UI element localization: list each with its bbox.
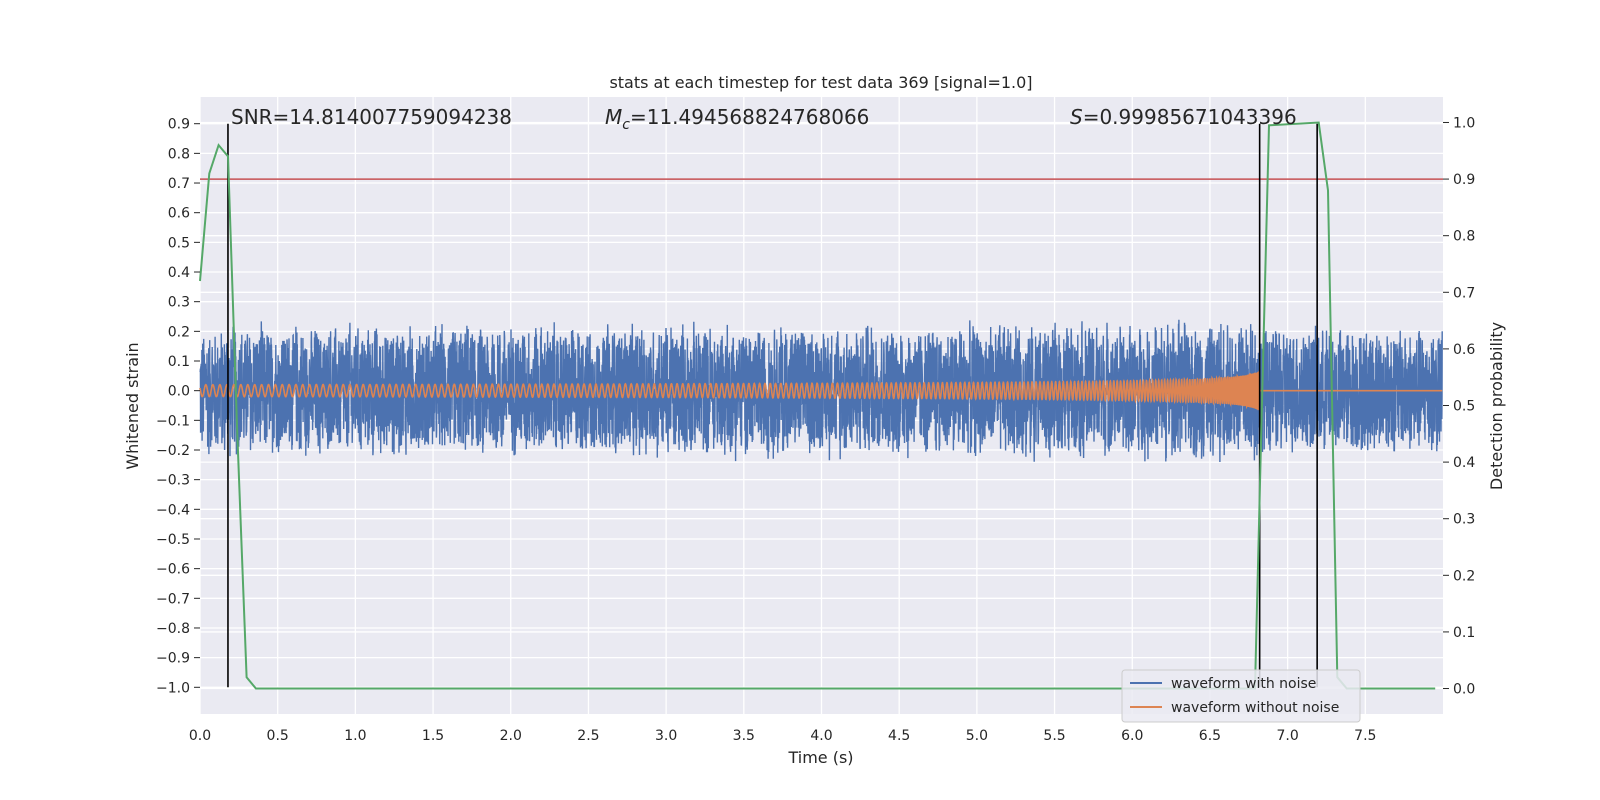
detection-stat-annotation: S=0.99985671043396 — [1070, 105, 1297, 129]
x-tick-label: 4.5 — [888, 728, 910, 744]
y-left-tick-label: 0.0 — [168, 384, 190, 400]
y-axis-right-label: Detection probability — [1487, 322, 1506, 490]
x-tick-label: 2.5 — [577, 728, 599, 744]
y-right-tick-label: 0.0 — [1453, 682, 1475, 698]
x-tick-label: 5.5 — [1043, 728, 1065, 744]
chirp-mass-value: =11.494568824768066 — [630, 105, 869, 129]
y-right-tick-label: 0.2 — [1453, 568, 1475, 584]
x-tick-label: 6.5 — [1199, 728, 1221, 744]
y-right-tick-label: 1.0 — [1453, 115, 1475, 131]
x-tick-label: 1.5 — [422, 728, 444, 744]
legend-box — [1121, 669, 1361, 723]
y-left-tick-label: 0.9 — [168, 117, 190, 133]
x-tick-label: 0.5 — [267, 728, 289, 744]
x-tick-label: 2.0 — [500, 728, 522, 744]
legend-label-noise: waveform with noise — [1171, 676, 1316, 692]
x-tick-label: 3.0 — [655, 728, 677, 744]
y-left-tick-label: −0.8 — [156, 621, 190, 637]
y-right-tick-label: 0.5 — [1453, 399, 1475, 415]
detection-stat-symbol: S — [1070, 105, 1083, 129]
y-left-tick-label: 0.6 — [168, 206, 190, 222]
y-right-tick-label: 0.1 — [1453, 625, 1475, 641]
x-axis-label: Time (s) — [787, 748, 853, 767]
y-left-tick-label: 0.5 — [168, 235, 190, 251]
y-left-tick-label: −1.0 — [156, 680, 190, 696]
x-axis: 0.0 0.5 1.0 1.5 2.0 2.5 3.0 3.5 4.0 4.5 5.0 5.5 6.0 6… — [189, 728, 1377, 744]
x-tick-label: 5.0 — [966, 728, 988, 744]
y-left-tick-label: 0.3 — [168, 295, 190, 311]
y-left-tick-label: 0.1 — [168, 354, 190, 370]
y-left-tick-label: −0.4 — [156, 502, 190, 518]
x-tick-label: 1.0 — [344, 728, 366, 744]
y-right-tick-label: 0.3 — [1453, 512, 1475, 528]
y-left-tick-label: −0.6 — [156, 562, 190, 578]
y-right-tick-label: 0.6 — [1453, 342, 1475, 358]
x-tick-label: 3.5 — [733, 728, 755, 744]
snr-annotation: SNR=14.814007759094238 — [231, 105, 512, 129]
y-left-tick-label: −0.7 — [156, 591, 190, 607]
legend-label-clean: waveform without noise — [1171, 700, 1339, 716]
y-right-tick-label: 0.8 — [1453, 229, 1475, 245]
y-left-tick-label: −0.9 — [156, 651, 190, 667]
y-right-tick-label: 0.7 — [1453, 285, 1475, 301]
y-right-tick-label: 0.4 — [1453, 455, 1475, 471]
x-tick-label: 7.0 — [1276, 728, 1298, 744]
detection-stat-value: =0.99985671043396 — [1083, 105, 1297, 129]
series-waveform-without-noise — [199, 371, 1443, 411]
y-right-tick-label: 0.9 — [1453, 172, 1475, 188]
legend: waveform with noise waveform without noi… — [1121, 669, 1361, 723]
y-left-tick-label: 0.7 — [168, 176, 190, 192]
y-axis-right: 1.0 0.9 0.8 0.7 0.6 0.5 0.4 0.3 0.2 0.1 0.0 — [1443, 115, 1475, 698]
x-tick-label: 7.5 — [1354, 728, 1376, 744]
y-left-tick-label: −0.5 — [156, 532, 190, 548]
chirp-mass-annotation: Mc=11.494568824768066 — [605, 105, 869, 133]
y-left-tick-label: 0.8 — [168, 146, 190, 162]
y-axis-left: 0.9 0.8 0.7 0.6 0.5 0.4 0.3 0.2 0.1 0.0 −0.1 −0.2 −0… — [156, 117, 200, 696]
x-tick-label: 4.0 — [810, 728, 832, 744]
x-tick-label: 6.0 — [1121, 728, 1143, 744]
y-left-tick-label: −0.3 — [156, 473, 190, 489]
y-left-tick-label: −0.1 — [156, 413, 190, 429]
y-left-tick-label: −0.2 — [156, 443, 190, 459]
y-left-tick-label: 0.4 — [168, 265, 190, 281]
chart-title: stats at each timestep for test data 369… — [609, 73, 1032, 92]
chirp-mass-symbol: M — [605, 105, 622, 129]
x-tick-label: 0.0 — [189, 728, 211, 744]
y-left-tick-label: 0.2 — [168, 324, 190, 340]
chirp-mass-subscript: c — [622, 117, 630, 133]
y-axis-left-label: Whitened strain — [123, 342, 142, 469]
